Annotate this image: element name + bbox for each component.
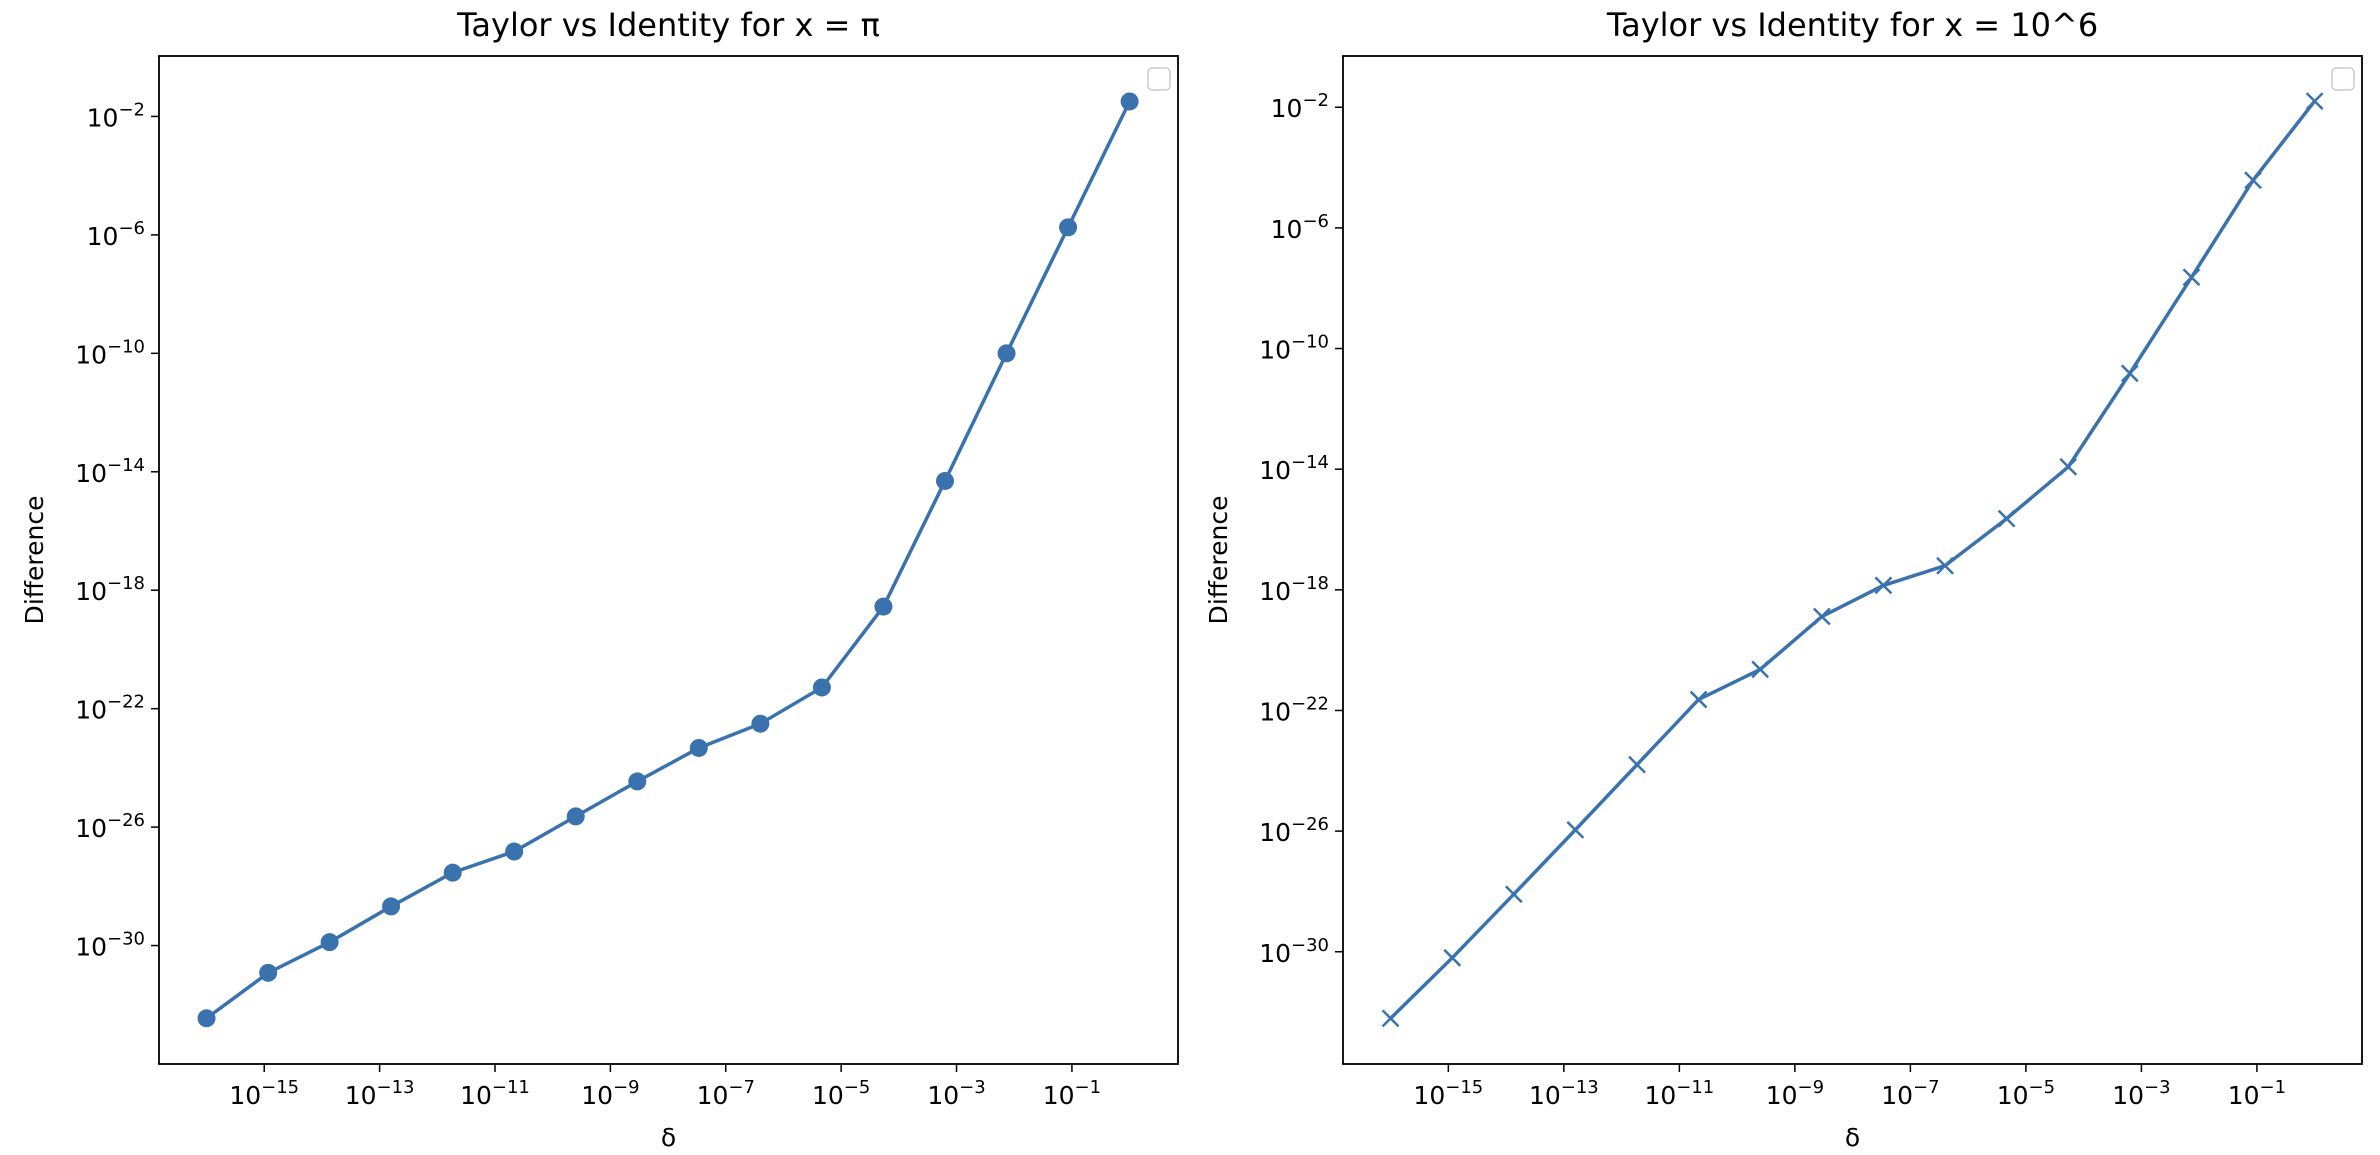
y-tick-label: 10−30 xyxy=(75,929,145,962)
x-tick-label: 10−5 xyxy=(812,1077,870,1110)
marker xyxy=(1812,607,1831,626)
chart: Taylor vs Identity for x = π δ Difference 1… xyxy=(20,6,1179,1152)
series-line xyxy=(1389,100,2317,1020)
y-tick-label: 10−26 xyxy=(1259,814,1329,847)
marker xyxy=(1504,885,1523,904)
marker xyxy=(2120,364,2139,383)
y-tick-label: 10−14 xyxy=(75,455,145,488)
y-tick-label: 10−30 xyxy=(1259,935,1329,968)
marker xyxy=(566,807,585,826)
x-tick-label: 10−9 xyxy=(581,1077,639,1110)
x-tick-label: 10−13 xyxy=(345,1077,415,1110)
y-axis-label: Difference xyxy=(1204,496,1233,625)
y-tick-label: 10−18 xyxy=(75,573,145,606)
marker xyxy=(2059,457,2078,476)
x-axis-label: δ xyxy=(661,1123,676,1152)
x-tick-label: 10−7 xyxy=(1881,1077,1939,1110)
marker xyxy=(1566,820,1585,839)
marker xyxy=(1751,660,1770,679)
marker xyxy=(382,897,401,916)
x-tick-label: 10−15 xyxy=(1413,1077,1483,1110)
chart: Taylor vs Identity for x = 10^6 δ Differen… xyxy=(1204,6,2363,1152)
marker xyxy=(935,471,954,490)
marker xyxy=(1443,948,1462,967)
legend-box xyxy=(2331,67,2355,91)
chart-title: Taylor vs Identity for x = π xyxy=(456,6,880,44)
marker xyxy=(2182,268,2201,287)
x-tick-label: 10−11 xyxy=(460,1077,530,1110)
y-tick-label: 10−10 xyxy=(75,336,145,369)
marker xyxy=(320,933,339,952)
marker xyxy=(1381,1009,1400,1028)
x-tick-label: 10−1 xyxy=(2228,1077,2286,1110)
axes-frame xyxy=(1342,55,2363,1065)
marker xyxy=(1936,556,1954,575)
y-tick-label: 10−18 xyxy=(1259,573,1329,606)
marker xyxy=(197,1009,216,1028)
x-tick-label: 10−3 xyxy=(2112,1077,2170,1110)
y-tick-label: 10−10 xyxy=(1259,332,1329,365)
y-tick-label: 10−2 xyxy=(1271,90,1329,123)
x-tick-label: 10−1 xyxy=(1043,1077,1101,1110)
x-tick-label: 10−11 xyxy=(1644,1077,1714,1110)
marker xyxy=(997,344,1016,363)
marker xyxy=(1120,92,1139,111)
y-tick-label: 10−22 xyxy=(75,692,145,725)
x-tick-label: 10−3 xyxy=(927,1077,985,1110)
marker xyxy=(812,678,831,697)
marker xyxy=(505,842,524,861)
x-tick-label: 10−15 xyxy=(229,1077,299,1110)
y-tick-label: 10−6 xyxy=(1271,211,1329,244)
x-tick-label: 10−9 xyxy=(1766,1077,1824,1110)
marker xyxy=(1874,576,1893,595)
y-axis-label: Difference xyxy=(20,496,49,625)
marker xyxy=(1059,218,1078,237)
x-tick-label: 10−5 xyxy=(1997,1077,2055,1110)
y-tick-label: 10−22 xyxy=(1259,693,1329,726)
marker xyxy=(259,963,278,982)
marker xyxy=(1689,690,1708,709)
marker xyxy=(2305,92,2324,110)
marker xyxy=(443,863,462,882)
chart-title: Taylor vs Identity for x = 10^6 xyxy=(1606,6,2098,44)
marker xyxy=(689,738,708,757)
x-tick-label: 10−7 xyxy=(697,1077,755,1110)
x-tick-label: 10−13 xyxy=(1529,1077,1599,1110)
y-tick-label: 10−2 xyxy=(87,99,145,132)
axes-frame xyxy=(158,55,1179,1065)
marker xyxy=(874,597,893,616)
marker xyxy=(628,772,647,791)
x-axis-label: δ xyxy=(1845,1123,1860,1152)
y-tick-label: 10−14 xyxy=(1259,452,1329,485)
marker xyxy=(2244,171,2262,190)
marker xyxy=(751,714,770,733)
legend-box xyxy=(1147,67,1171,91)
series-line xyxy=(205,100,1132,1020)
marker xyxy=(1997,509,2016,528)
y-tick-label: 10−26 xyxy=(75,810,145,843)
y-tick-label: 10−6 xyxy=(87,218,145,251)
marker xyxy=(1628,755,1646,774)
